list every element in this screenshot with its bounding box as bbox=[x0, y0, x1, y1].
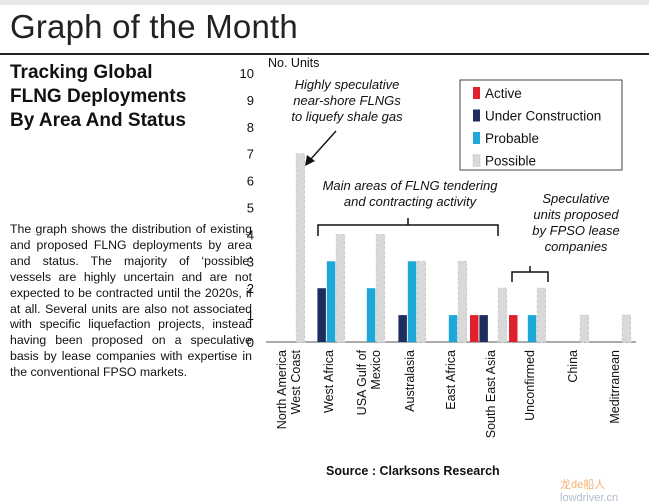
chart-subtitle: Tracking Global FLNG Deployments By Area… bbox=[10, 61, 186, 133]
bar-possible bbox=[416, 260, 427, 343]
x-category-label: West Africa bbox=[322, 350, 336, 413]
y-tick-label: 5 bbox=[247, 201, 254, 216]
title-divider bbox=[0, 53, 649, 55]
bar-possible bbox=[497, 287, 508, 343]
x-category-label: East Africa bbox=[444, 350, 458, 410]
x-category-label: West Coast bbox=[289, 349, 303, 414]
bar-under-construction bbox=[317, 288, 326, 342]
annotation-text-tendering: and contracting activity bbox=[344, 194, 478, 209]
x-category-label: North America bbox=[275, 350, 289, 429]
watermark-site-text: lowdriver.cn bbox=[560, 492, 619, 504]
annotation-text-lease: Speculative bbox=[542, 191, 609, 206]
y-tick-label: 7 bbox=[247, 147, 254, 162]
source-credit: Source : Clarksons Research bbox=[326, 464, 500, 478]
y-tick-label: 0 bbox=[247, 335, 254, 350]
legend-swatch-active bbox=[473, 87, 480, 99]
y-axis-label: No. Units bbox=[268, 56, 319, 70]
description-paragraph: The graph shows the distribution of exis… bbox=[10, 222, 252, 380]
bar-probable bbox=[407, 261, 417, 342]
annotation-bracket-tendering bbox=[317, 218, 499, 236]
x-category-label: Meditrranean bbox=[608, 350, 622, 424]
subtitle-line: FLNG Deployments bbox=[10, 86, 187, 107]
x-category-label: South East Asia bbox=[484, 350, 498, 438]
legend-swatch-under-construction bbox=[473, 109, 480, 122]
bar-active bbox=[509, 315, 518, 342]
bar-possible bbox=[375, 233, 386, 343]
bar-active bbox=[470, 315, 479, 342]
annotation-bracket-lease bbox=[511, 266, 549, 282]
annotation-text-nearshore: near-shore FLNGs bbox=[293, 93, 401, 108]
x-category-label: Australasia bbox=[403, 350, 417, 412]
x-category-label: Mexico bbox=[369, 350, 383, 390]
y-tick-label: 10 bbox=[240, 66, 254, 81]
annotation-text-nearshore: to liquefy shale gas bbox=[291, 109, 403, 124]
y-tick-label: 4 bbox=[247, 227, 254, 242]
x-category-label: China bbox=[566, 350, 580, 383]
annotation-text-nearshore: Highly speculative bbox=[295, 77, 400, 92]
subtitle-line: Tracking Global bbox=[10, 62, 153, 83]
top-decorative-stripe bbox=[0, 0, 649, 5]
annotation-arrow-line bbox=[309, 130, 337, 161]
y-tick-label: 1 bbox=[247, 308, 254, 323]
bar-possible bbox=[621, 314, 632, 343]
x-category-label: USA Gulf of bbox=[355, 349, 369, 415]
bar-possible bbox=[335, 233, 346, 343]
bar-possible bbox=[295, 153, 306, 343]
legend-label: Active bbox=[485, 86, 522, 101]
bar-probable bbox=[448, 315, 458, 342]
legend-swatch-probable bbox=[473, 132, 480, 144]
bar-under-construction bbox=[479, 315, 488, 342]
subtitle-line: By Area And Status bbox=[10, 110, 186, 131]
y-tick-label: 6 bbox=[247, 174, 254, 189]
annotation-text-lease: units proposed bbox=[533, 207, 619, 222]
watermark: 龙de船人 lowdriver.cn bbox=[560, 476, 649, 504]
y-tick-label: 2 bbox=[247, 281, 254, 296]
page-title: Graph of the Month bbox=[10, 8, 298, 45]
bar-probable bbox=[326, 261, 336, 342]
bar-probable bbox=[366, 288, 376, 342]
annotation-text-lease: companies bbox=[545, 239, 608, 254]
y-tick-label: 3 bbox=[247, 254, 254, 269]
watermark-logo-text: 龙de船人 bbox=[560, 479, 606, 491]
bar-probable bbox=[527, 315, 537, 342]
bar-possible bbox=[457, 260, 468, 343]
bar-possible bbox=[536, 287, 547, 343]
legend-swatch-possible bbox=[472, 154, 481, 167]
legend-label: Under Construction bbox=[485, 109, 601, 124]
bar-under-construction bbox=[398, 315, 407, 342]
legend-box bbox=[459, 79, 623, 171]
annotation-arrowhead bbox=[305, 155, 315, 166]
legend-label: Probable bbox=[485, 131, 539, 146]
bar-possible bbox=[579, 314, 590, 343]
annotation-text-tendering: Main areas of FLNG tendering bbox=[323, 178, 499, 193]
legend-label: Possible bbox=[485, 154, 536, 169]
y-tick-label: 8 bbox=[247, 120, 254, 135]
y-tick-label: 9 bbox=[247, 93, 254, 108]
annotation-text-lease: by FPSO lease bbox=[532, 223, 619, 238]
x-category-label: Unconfirmed bbox=[523, 350, 537, 421]
